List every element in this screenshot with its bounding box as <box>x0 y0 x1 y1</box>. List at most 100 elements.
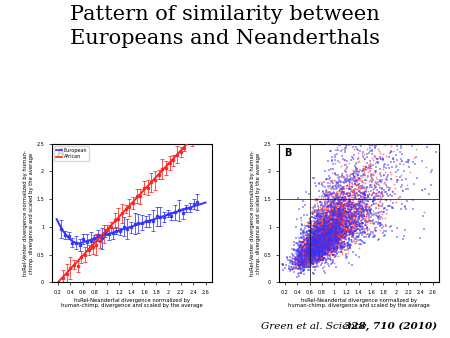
Point <box>317 242 324 247</box>
Point <box>299 258 306 264</box>
Point <box>353 221 360 227</box>
Point <box>296 252 303 258</box>
Point <box>343 210 350 216</box>
Point <box>374 211 381 216</box>
Point <box>304 253 311 259</box>
Point <box>356 208 364 213</box>
Point <box>314 238 321 244</box>
Point <box>329 232 336 237</box>
Point <box>328 245 335 250</box>
Point <box>341 202 348 207</box>
Point <box>313 250 320 256</box>
Point <box>336 213 343 218</box>
Point <box>338 201 345 207</box>
Point <box>325 223 332 228</box>
Point <box>383 174 391 180</box>
Point <box>326 222 333 227</box>
Point <box>309 258 316 263</box>
Point <box>300 251 307 256</box>
Point <box>374 215 382 220</box>
Point <box>338 229 345 235</box>
Point <box>319 252 326 257</box>
Point <box>333 208 341 213</box>
Point <box>337 249 344 255</box>
Point <box>343 225 351 231</box>
Point <box>305 246 312 252</box>
Point <box>326 232 333 238</box>
Point <box>314 232 321 238</box>
Point <box>330 247 338 253</box>
Point <box>328 240 335 246</box>
Point <box>317 257 324 263</box>
Point <box>330 231 337 237</box>
Point <box>329 194 336 199</box>
Point <box>315 234 322 239</box>
Point <box>305 243 312 248</box>
Point <box>325 214 333 219</box>
Point <box>325 204 332 210</box>
Point <box>325 159 332 164</box>
Point <box>363 210 370 216</box>
Point <box>328 261 335 266</box>
Point <box>326 240 333 245</box>
Point <box>338 241 345 247</box>
Point <box>365 129 373 134</box>
Point <box>314 218 321 224</box>
Point <box>372 180 379 186</box>
Point <box>376 189 383 194</box>
Point <box>328 225 335 231</box>
Point <box>355 214 362 219</box>
Point <box>314 234 321 240</box>
Point <box>310 242 317 247</box>
Point <box>297 235 305 240</box>
Point <box>358 168 365 174</box>
Point <box>318 233 325 239</box>
Point <box>359 179 366 185</box>
Point <box>351 125 359 131</box>
Point <box>436 124 443 130</box>
Point <box>389 156 396 161</box>
Point <box>310 233 318 238</box>
Point <box>321 222 328 228</box>
Point <box>306 250 313 256</box>
Point <box>310 221 317 226</box>
Point <box>309 251 316 256</box>
Point <box>314 222 321 227</box>
Point <box>441 124 449 130</box>
Point <box>312 233 319 238</box>
Point <box>349 206 356 212</box>
Point <box>309 237 316 243</box>
Point <box>330 228 337 233</box>
Point <box>336 201 343 206</box>
Point <box>301 222 308 227</box>
Point <box>306 215 313 220</box>
Point <box>383 207 390 213</box>
Point <box>385 184 392 190</box>
Point <box>328 249 335 255</box>
Point <box>368 124 375 130</box>
Point <box>305 220 312 226</box>
Point <box>332 237 339 242</box>
Point <box>335 206 342 212</box>
Point <box>311 204 318 210</box>
Point <box>323 239 330 244</box>
Point <box>315 212 322 217</box>
Point <box>310 245 317 250</box>
Point <box>333 243 340 248</box>
Point <box>376 210 383 215</box>
Point <box>318 223 325 229</box>
Point <box>338 138 346 144</box>
Point <box>326 235 333 240</box>
Point <box>342 227 349 233</box>
Point <box>322 227 329 233</box>
Point <box>296 240 303 246</box>
Point <box>315 217 323 222</box>
Point <box>324 236 331 241</box>
Point <box>344 199 351 204</box>
Point <box>332 228 339 233</box>
Point <box>319 229 326 235</box>
Point <box>302 233 309 238</box>
Point <box>362 137 369 142</box>
Point <box>300 247 307 252</box>
Point <box>324 201 331 206</box>
